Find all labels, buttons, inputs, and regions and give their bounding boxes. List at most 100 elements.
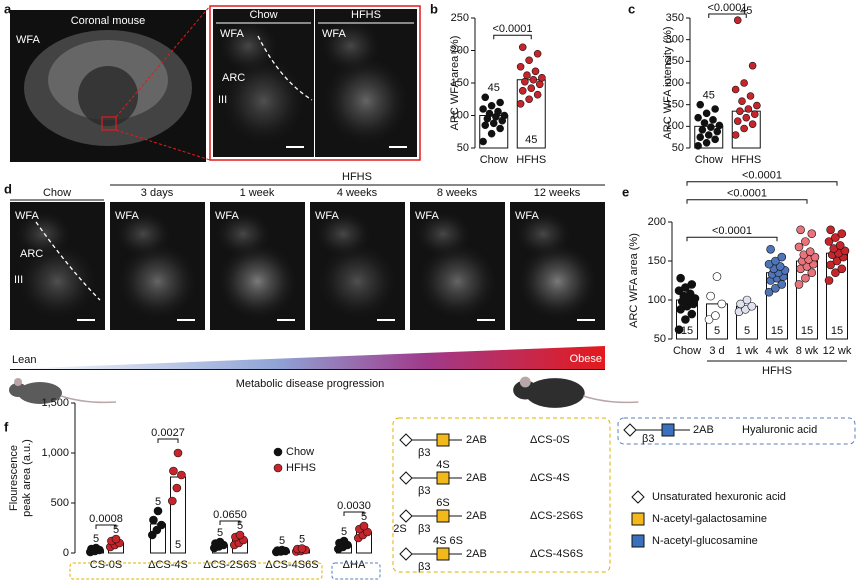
data-point (766, 245, 775, 254)
brain-title: Coronal mouse (71, 15, 146, 27)
n-label: 5 (217, 527, 223, 539)
stain-label: WFA (322, 28, 346, 40)
data-point (169, 466, 178, 476)
data-point (731, 131, 740, 139)
data-point (168, 496, 177, 506)
x-tick-label: Chow (673, 345, 701, 357)
hexuronic-icon (399, 471, 413, 485)
data-point (711, 311, 720, 320)
y-tick-label: 250 (666, 55, 684, 67)
data-point (700, 119, 709, 127)
x-tick-label: HFHS (731, 154, 761, 166)
mouse-icon (525, 378, 585, 408)
x-tick-label: CS-0S (90, 559, 122, 571)
data-point (489, 119, 498, 128)
end-label: 2AB (693, 424, 714, 436)
significance-bracket (343, 511, 365, 516)
n-label: 5 (155, 496, 161, 508)
significance-bracket (219, 520, 241, 525)
x-tick-label: 4 wk (766, 345, 789, 357)
n-label: 5 (93, 533, 99, 545)
data-point (485, 109, 494, 118)
data-point (835, 241, 845, 250)
panel-label: a (4, 1, 12, 16)
significance-bracket (686, 181, 838, 186)
stain-label: WFA (515, 210, 539, 222)
n-label: 45 (703, 90, 715, 102)
sulfation-label: 6S (436, 497, 449, 509)
data-point (840, 246, 850, 256)
data-point (496, 98, 504, 107)
x-tick-label: 3 d (709, 345, 724, 357)
y-axis-label: ARC WFA area (%) (449, 36, 461, 131)
data-point (153, 506, 163, 516)
sulfation-label: 4S 6S (433, 535, 463, 547)
sulfation-label: 2S (393, 523, 406, 535)
data-point (794, 280, 804, 289)
data-point (805, 247, 815, 256)
hexosamine-icon (631, 534, 645, 548)
y-tick-label: 300 (666, 34, 684, 46)
data-point (731, 85, 740, 94)
micrograph-signal (514, 210, 572, 258)
data-point (687, 280, 697, 289)
category-box (331, 562, 381, 580)
data-point (837, 264, 847, 274)
data-point (744, 105, 753, 113)
y-axis-label: ARC WFA area (%) (628, 233, 640, 328)
stain-label: WFA (315, 210, 339, 222)
data-point (696, 100, 705, 109)
y-tick-label: 200 (451, 44, 469, 56)
micrograph-signal (114, 210, 172, 258)
stain-label: WFA (15, 210, 39, 222)
key-label: Unsaturated hexuronic acid (652, 491, 786, 503)
data-point (157, 520, 166, 530)
data-point (494, 107, 502, 116)
linkage-label: β3 (418, 485, 430, 497)
x-tick-label: 1 wk (736, 345, 759, 357)
data-point (702, 139, 711, 147)
p-value: 0.0030 (337, 500, 371, 512)
x-tick-label: Chow (480, 154, 508, 166)
data-point (500, 111, 509, 120)
end-label: 2AB (466, 472, 487, 484)
p-value: <0.0001 (707, 2, 747, 14)
significance-bracket (493, 34, 532, 40)
linkage-label: β3 (642, 433, 654, 445)
data-point (736, 299, 745, 309)
data-point (149, 515, 158, 525)
p-value: <0.0001 (742, 170, 782, 182)
y-tick-label: 0 (63, 547, 69, 559)
n-label: 45 (488, 82, 500, 94)
p-value: 0.0027 (151, 427, 185, 439)
n-label: 15 (801, 325, 813, 337)
linkage-label: β3 (418, 561, 430, 573)
region-label: III (14, 274, 23, 286)
data-point (764, 287, 774, 297)
data-point (746, 92, 755, 100)
panel-label: b (430, 1, 438, 16)
stain-label: WFA (215, 210, 239, 222)
hexuronic-icon (399, 547, 413, 561)
y-tick-label: 150 (648, 255, 666, 267)
data-point (172, 483, 182, 493)
boundary-line (257, 35, 313, 101)
glycan-name: ΔCS-4S (530, 472, 570, 484)
data-point (771, 256, 780, 266)
data-point (807, 268, 817, 278)
data-point (748, 61, 757, 70)
data-point (111, 534, 121, 544)
panel-label: f (4, 419, 9, 434)
n-label: 15 (771, 325, 783, 337)
data-point (748, 120, 757, 128)
data-point (521, 77, 529, 86)
column-header: Chow (43, 187, 71, 199)
data-point (533, 49, 542, 58)
data-point (810, 252, 820, 262)
data-point (479, 105, 487, 113)
p-value: <0.0001 (712, 225, 752, 237)
x-tick-label: 8 wk (796, 345, 819, 357)
column-header: HFHS (351, 9, 381, 21)
data-point (525, 56, 533, 65)
data-point (516, 100, 525, 108)
